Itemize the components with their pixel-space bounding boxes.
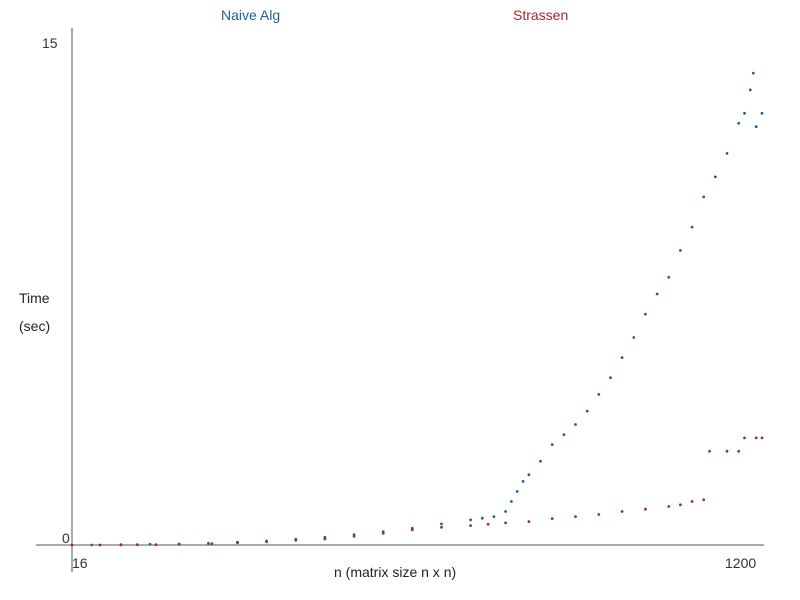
y-tick-label-max: 15 <box>42 35 58 51</box>
strassen-point-10 <box>323 537 327 541</box>
naive-point-28 <box>609 376 612 380</box>
strassen-point-7 <box>236 541 239 545</box>
naive-point-33 <box>667 275 671 279</box>
naive-point-32 <box>655 292 659 296</box>
naive-point-5 <box>207 541 210 545</box>
strassen-point-11 <box>352 534 356 538</box>
naive-point-19 <box>515 490 519 493</box>
strassen-point-13 <box>410 528 414 532</box>
strassen-point-15 <box>469 524 472 527</box>
strassen-point-27 <box>702 498 706 502</box>
naive-point-40 <box>743 111 746 115</box>
naive-point-24 <box>562 433 566 436</box>
strassen-point-26 <box>690 500 694 503</box>
strassen-point-16 <box>486 522 490 526</box>
y-tick-label-min: 0 <box>62 530 70 546</box>
strassen-point-4 <box>154 543 158 547</box>
strassen-point-1 <box>98 543 102 547</box>
naive-point-3 <box>148 542 152 546</box>
naive-point-36 <box>702 195 706 199</box>
naive-point-14 <box>469 518 472 522</box>
strassen-point-31 <box>743 436 746 440</box>
naive-point-39 <box>737 121 741 125</box>
strassen-point-25 <box>679 503 682 507</box>
strassen-point-33 <box>760 436 764 440</box>
legend-naive: Naive Alg <box>221 7 280 23</box>
naive-point-34 <box>679 249 682 252</box>
series-strassen <box>70 436 764 547</box>
naive-point-13 <box>440 522 443 526</box>
strassen-point-28 <box>708 449 711 453</box>
strassen-point-2 <box>119 543 123 547</box>
strassen-point-23 <box>644 507 647 511</box>
naive-point-15 <box>480 516 484 520</box>
naive-point-17 <box>504 510 507 513</box>
naive-point-44 <box>751 71 755 75</box>
naive-point-41 <box>748 88 752 92</box>
series-layer <box>70 71 764 547</box>
naive-point-21 <box>527 473 531 477</box>
strassen-point-6 <box>210 542 214 546</box>
legend-strassen: Strassen <box>513 7 568 23</box>
naive-point-31 <box>644 312 647 316</box>
strassen-point-22 <box>620 510 624 513</box>
naive-point-23 <box>550 443 554 446</box>
naive-point-42 <box>754 125 758 129</box>
strassen-point-30 <box>737 449 741 453</box>
strassen-point-9 <box>294 538 298 542</box>
x-axis-label: n (matrix size n x n) <box>334 564 456 580</box>
strassen-point-14 <box>440 525 443 529</box>
x-tick-label-min: 16 <box>72 555 88 571</box>
strassen-point-17 <box>504 521 507 525</box>
strassen-point-0 <box>70 543 74 547</box>
strassen-point-18 <box>527 520 531 523</box>
strassen-point-3 <box>135 543 139 547</box>
strassen-point-29 <box>725 449 729 453</box>
naive-point-25 <box>574 423 577 426</box>
naive-point-37 <box>714 175 717 179</box>
naive-point-27 <box>597 393 601 396</box>
strassen-point-5 <box>177 542 181 546</box>
naive-point-26 <box>585 409 589 413</box>
naive-point-35 <box>690 225 694 229</box>
naive-point-22 <box>539 459 542 463</box>
strassen-point-20 <box>574 515 577 518</box>
strassen-point-8 <box>265 540 268 544</box>
strassen-point-12 <box>381 531 385 535</box>
series-naive-alg <box>70 71 764 547</box>
y-axis-label-line1: Time <box>19 290 50 306</box>
naive-point-43 <box>760 111 764 115</box>
strassen-point-19 <box>550 517 554 520</box>
naive-point-20 <box>521 480 525 483</box>
naive-point-30 <box>632 336 636 339</box>
strassen-point-32 <box>754 436 758 440</box>
naive-point-18 <box>510 500 513 503</box>
y-axis-label-line2: (sec) <box>19 318 50 334</box>
x-tick-label-max: 1200 <box>725 555 756 571</box>
naive-point-1 <box>90 543 94 547</box>
naive-point-29 <box>620 356 624 359</box>
strassen-point-24 <box>667 505 671 508</box>
naive-point-38 <box>725 152 729 155</box>
strassen-point-21 <box>597 513 601 516</box>
naive-point-16 <box>492 515 496 518</box>
